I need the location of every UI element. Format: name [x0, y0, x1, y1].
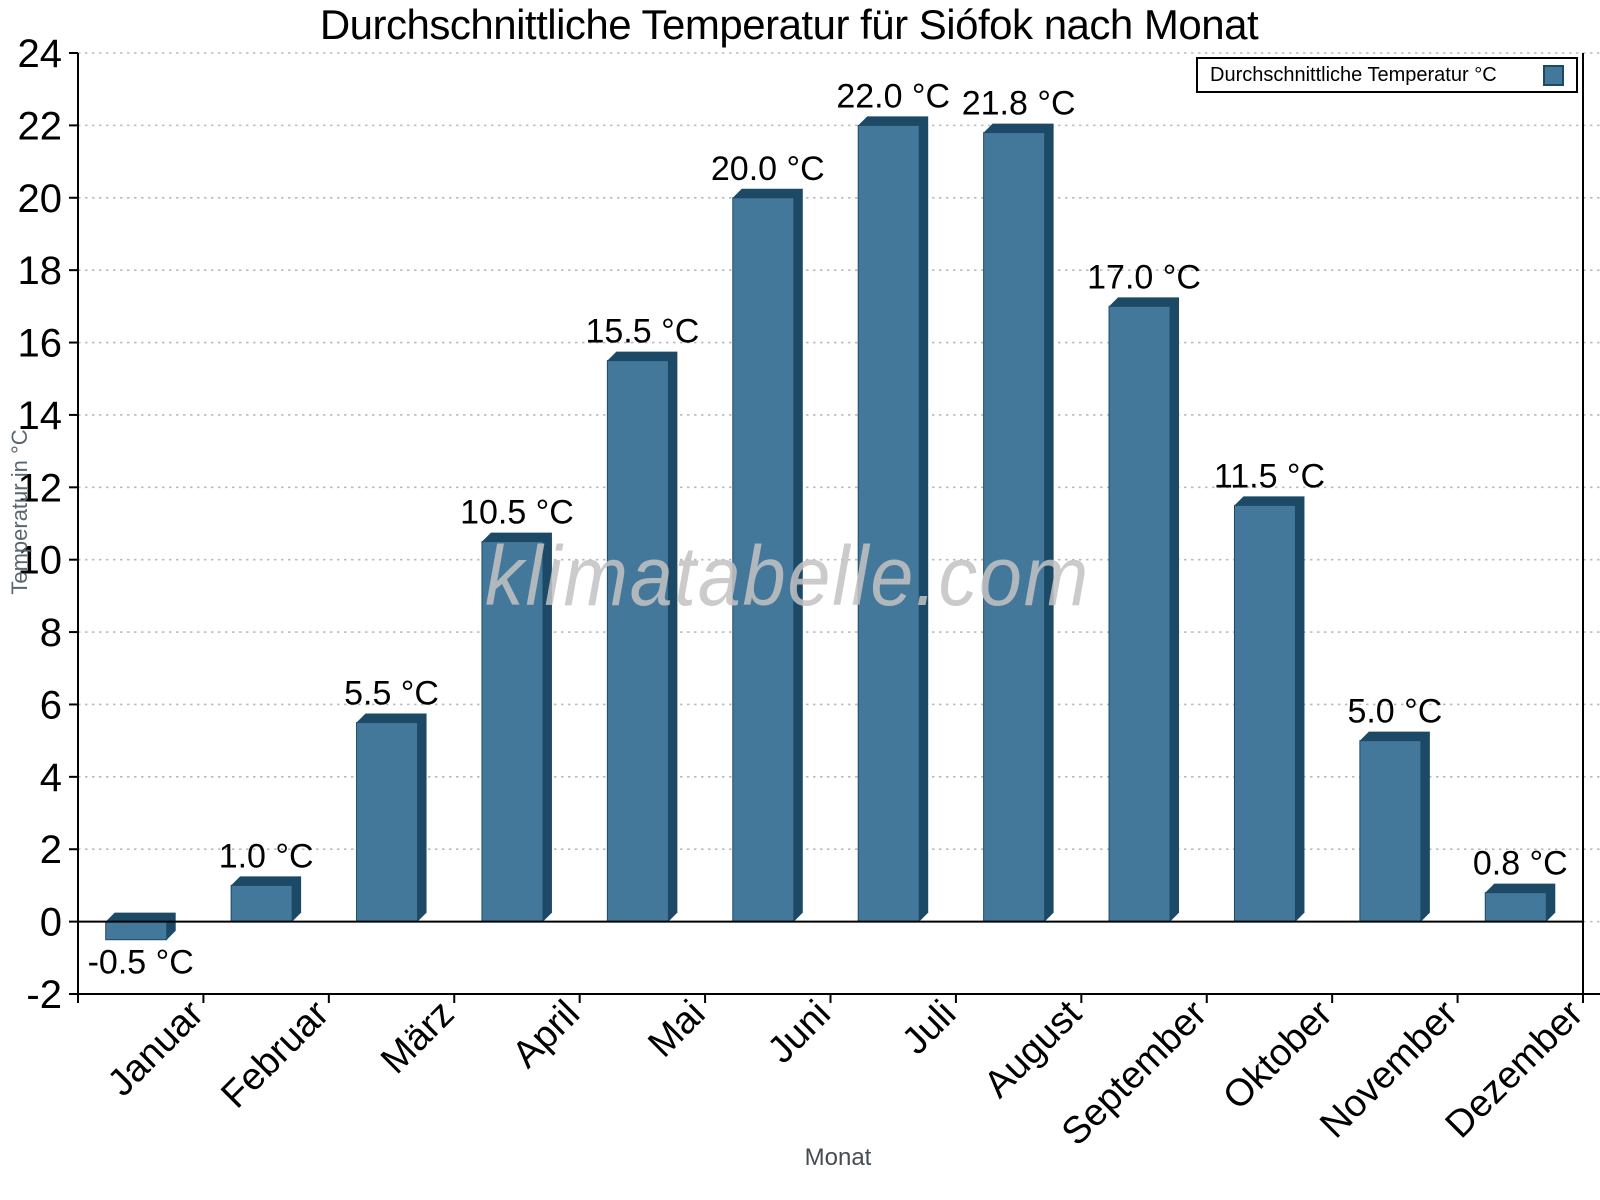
y-tick-label: 18 [18, 249, 63, 293]
legend-marker-swatch [1543, 64, 1564, 86]
y-tick-label: 12 [18, 466, 63, 510]
bar-dezember [1484, 892, 1547, 923]
bar-februar [230, 884, 293, 923]
chart-title: Durchschnittliche Temperatur für Siófok … [319, 1, 1259, 48]
x-tick-label-april: April [505, 993, 588, 1076]
value-label: 20.0 °C [711, 150, 825, 188]
y-tick-label: 8 [40, 611, 62, 655]
x-tick-label-dezember: Dezember [1438, 992, 1592, 1146]
bar-juli [857, 124, 920, 923]
bar-januar [105, 921, 168, 941]
bar-august [983, 132, 1046, 923]
value-label: 17.0 °C [1087, 258, 1201, 296]
x-tick-label-august: August [976, 992, 1090, 1106]
y-tick-label: 6 [40, 683, 62, 727]
value-label: -0.5 °C [88, 944, 194, 982]
x-axis-title: Monat [804, 1144, 872, 1171]
x-tick-label-juni: Juni [760, 993, 839, 1072]
y-tick-label: 14 [18, 394, 63, 438]
x-tick-label-februar: Februar [213, 992, 337, 1116]
bar-mai [606, 360, 669, 923]
value-label: 22.0 °C [836, 77, 950, 115]
value-label: 10.5 °C [460, 494, 574, 532]
y-tick-label: -2 [26, 973, 62, 1017]
x-tick-label-juli: Juli [894, 993, 964, 1063]
x-tick-label-mai: Mai [640, 993, 713, 1066]
y-tick-label: 0 [40, 901, 62, 945]
y-axis-title: Temperatur in °C [7, 429, 32, 595]
x-tick-label-oktober: Oktober [1215, 992, 1341, 1118]
value-label: 5.5 °C [344, 675, 439, 713]
y-tick-label: 2 [40, 828, 62, 872]
y-tick-label: 24 [18, 32, 63, 76]
bar-november [1359, 740, 1422, 923]
value-label: 1.0 °C [219, 837, 314, 875]
y-tick-label: 4 [40, 756, 62, 800]
value-label: 15.5 °C [585, 313, 699, 351]
value-label: 21.8 °C [962, 85, 1076, 123]
x-tick-label-januar: Januar [100, 992, 212, 1104]
value-label: 0.8 °C [1473, 845, 1568, 883]
value-label: 5.0 °C [1347, 693, 1442, 731]
x-tick-label-mrz: März [373, 993, 462, 1082]
bar-juni [732, 197, 795, 923]
y-tick-label: 16 [18, 322, 63, 366]
bar-september [1108, 305, 1171, 923]
value-label: 11.5 °C [1214, 457, 1325, 495]
y-tick-label: 10 [18, 539, 63, 583]
bar-oktober [1233, 504, 1296, 923]
legend: Durchschnittliche Temperatur °C [1196, 57, 1578, 93]
bar-mrz [356, 722, 419, 923]
y-tick-label: 22 [18, 104, 63, 148]
bar-april [481, 541, 544, 923]
y-tick-label: 20 [18, 177, 63, 221]
legend-label: Durchschnittliche Temperatur °C [1210, 63, 1497, 86]
